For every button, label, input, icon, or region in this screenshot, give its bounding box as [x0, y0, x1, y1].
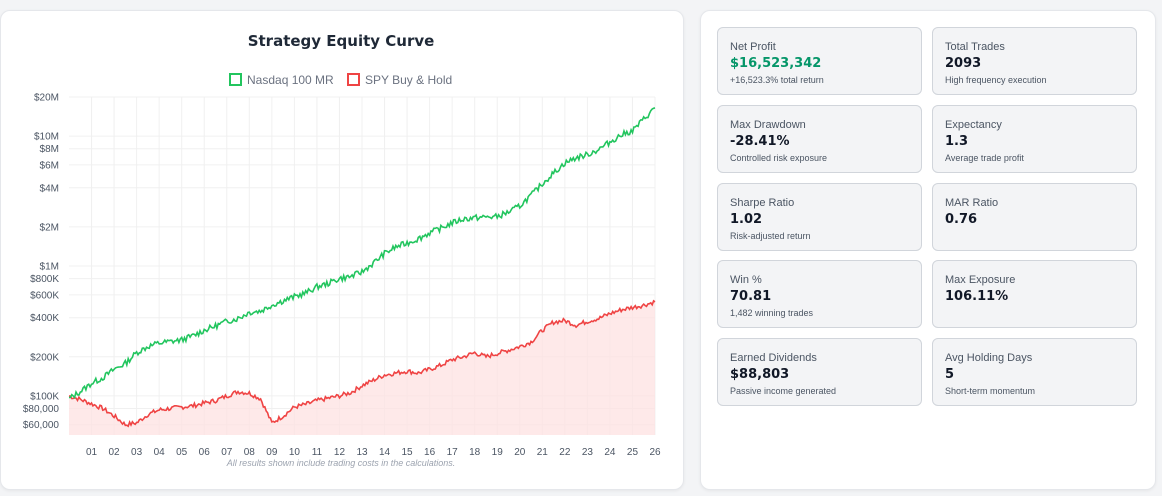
x-tick-label: 03 [131, 447, 143, 458]
metric-tile-total-trades: Total Trades 2093 High frequency execution [932, 27, 1137, 95]
x-tick-label: 15 [402, 447, 414, 458]
metric-subtext: High frequency execution [945, 75, 1047, 85]
series-line-nasdaq-100-mr [69, 107, 656, 400]
legend-label: Nasdaq 100 MR [247, 73, 334, 87]
series-line-spy-buy-hold [68, 299, 656, 428]
metric-value: 5 [945, 367, 955, 382]
metric-label: Max Exposure [945, 274, 1016, 286]
y-tick-label: $4M [40, 183, 59, 194]
metric-subtext: 1,482 winning trades [730, 308, 814, 318]
y-tick-label: $80,000 [23, 404, 60, 415]
metric-label: Avg Holding Days [945, 352, 1033, 364]
x-tick-label: 09 [266, 447, 278, 458]
chart-footnote: All results shown include trading costs … [226, 458, 456, 468]
legend-label: SPY Buy & Hold [365, 73, 452, 87]
metric-label: Sharpe Ratio [730, 197, 795, 209]
y-tick-label: $2M [40, 222, 59, 233]
x-tick-label: 13 [356, 447, 368, 458]
metric-value: 106.11% [945, 289, 1009, 304]
metric-label: Max Drawdown [730, 119, 806, 131]
metric-label: Win % [730, 274, 762, 286]
y-tick-label: $6M [40, 160, 59, 171]
chart-legend: Nasdaq 100 MR SPY Buy & Hold [229, 73, 452, 87]
y-tick-label: $400K [30, 313, 59, 324]
x-tick-label: 26 [649, 447, 661, 458]
x-tick-label: 08 [244, 447, 256, 458]
y-tick-label: $200K [30, 352, 59, 363]
x-tick-label: 21 [537, 447, 549, 458]
x-tick-label: 20 [514, 447, 526, 458]
metric-subtext: Risk-adjusted return [730, 231, 811, 241]
metric-tile-win: Win % 70.81 1,482 winning trades [717, 260, 922, 328]
metric-value: 1.02 [730, 212, 763, 227]
x-tick-label: 17 [447, 447, 459, 458]
chart-title: Strategy Equity Curve [248, 32, 435, 50]
metrics-panel: Net Profit $16,523,342 +16,523.3% total re… [700, 10, 1156, 490]
metric-tile-earned-dividends: Earned Dividends $88,803 Passive income ge… [717, 338, 922, 406]
metric-value: $16,523,342 [730, 56, 822, 71]
x-tick-label: 10 [289, 447, 301, 458]
metric-label: Expectancy [945, 119, 1002, 131]
x-tick-label: 01 [86, 447, 98, 458]
x-tick-label: 16 [424, 447, 436, 458]
equity-chart: Strategy Equity Curve Nasdaq 100 MR SPY B… [23, 32, 661, 468]
metric-subtext: Passive income generated [730, 386, 837, 396]
x-tick-label: 25 [627, 447, 639, 458]
metric-subtext: Short-term momentum [945, 386, 1036, 396]
x-tick-label: 24 [604, 447, 616, 458]
metric-label: MAR Ratio [945, 197, 999, 209]
y-tick-label: $100K [30, 391, 59, 402]
y-tick-label: $8M [40, 144, 59, 155]
x-tick-label: 18 [469, 447, 481, 458]
metric-subtext: Controlled risk exposure [730, 153, 828, 163]
metric-value: -28.41% [730, 134, 790, 149]
metric-tile-net-profit: Net Profit $16,523,342 +16,523.3% total re… [717, 27, 922, 95]
y-tick-label: $800K [30, 274, 59, 285]
metric-value: 1.3 [945, 134, 969, 149]
metric-label: Net Profit [730, 41, 776, 53]
y-tick-label: $10M [34, 132, 59, 143]
metric-tile-expectancy: Expectancy 1.3 Average trade profit [932, 105, 1137, 173]
x-tick-label: 22 [559, 447, 571, 458]
y-tick-label: $600K [30, 290, 59, 301]
x-tick-label: 14 [379, 447, 391, 458]
x-tick-label: 11 [312, 447, 323, 458]
x-tick-label: 02 [109, 447, 121, 458]
metric-tile-sharpe-ratio: Sharpe Ratio 1.02 Risk-adjusted return [717, 183, 922, 251]
x-tick-label: 06 [199, 447, 211, 458]
metric-value: 2093 [945, 56, 982, 71]
x-tick-label: 04 [154, 447, 166, 458]
metric-value: 0.76 [945, 212, 978, 227]
metric-value: 70.81 [730, 289, 772, 304]
spy-area-fill [69, 300, 655, 435]
metric-tile-max-exposure: Max Exposure 106.11% [932, 260, 1137, 328]
metric-label: Total Trades [945, 41, 1005, 53]
x-tick-label: 05 [176, 447, 188, 458]
metric-subtext: +16,523.3% total return [730, 75, 824, 85]
metric-tile-max-drawdown: Max Drawdown -28.41% Controlled risk expos… [717, 105, 922, 173]
x-tick-label: 19 [492, 447, 504, 458]
metric-value: $88,803 [730, 367, 790, 382]
y-tick-label: $20M [34, 93, 59, 104]
y-tick-label: $1M [40, 262, 59, 273]
metric-tile-avg-holding-days: Avg Holding Days 5 Short-term momentum [932, 338, 1137, 406]
x-tick-label: 23 [582, 447, 594, 458]
legend-swatch [229, 73, 242, 86]
metric-tile-mar-ratio: MAR Ratio 0.76 [932, 183, 1137, 251]
x-tick-label: 07 [221, 447, 233, 458]
legend-swatch [347, 73, 360, 86]
x-tick-label: 12 [334, 447, 346, 458]
equity-chart-card: Strategy Equity Curve Nasdaq 100 MR SPY B… [0, 10, 684, 490]
y-tick-label: $60,000 [23, 420, 60, 431]
metric-subtext: Average trade profit [945, 153, 1024, 163]
metric-label: Earned Dividends [730, 352, 817, 364]
